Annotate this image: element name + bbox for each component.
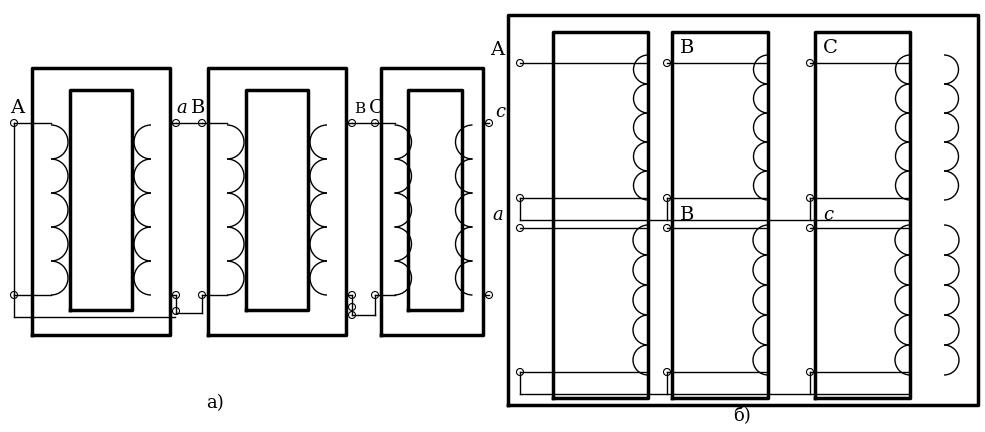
- Text: c: c: [823, 206, 833, 224]
- Text: a: a: [176, 99, 187, 117]
- Text: a: a: [492, 206, 502, 224]
- Text: B: B: [191, 99, 206, 117]
- Text: c: c: [495, 103, 505, 121]
- Text: A: A: [10, 99, 24, 117]
- Text: B: B: [680, 206, 694, 224]
- Text: C: C: [823, 39, 838, 57]
- Text: C: C: [369, 99, 384, 117]
- Text: B: B: [680, 39, 694, 57]
- Text: A: A: [490, 41, 504, 59]
- Text: б): б): [733, 406, 751, 424]
- Text: B: B: [354, 102, 365, 116]
- Text: a): a): [206, 394, 224, 412]
